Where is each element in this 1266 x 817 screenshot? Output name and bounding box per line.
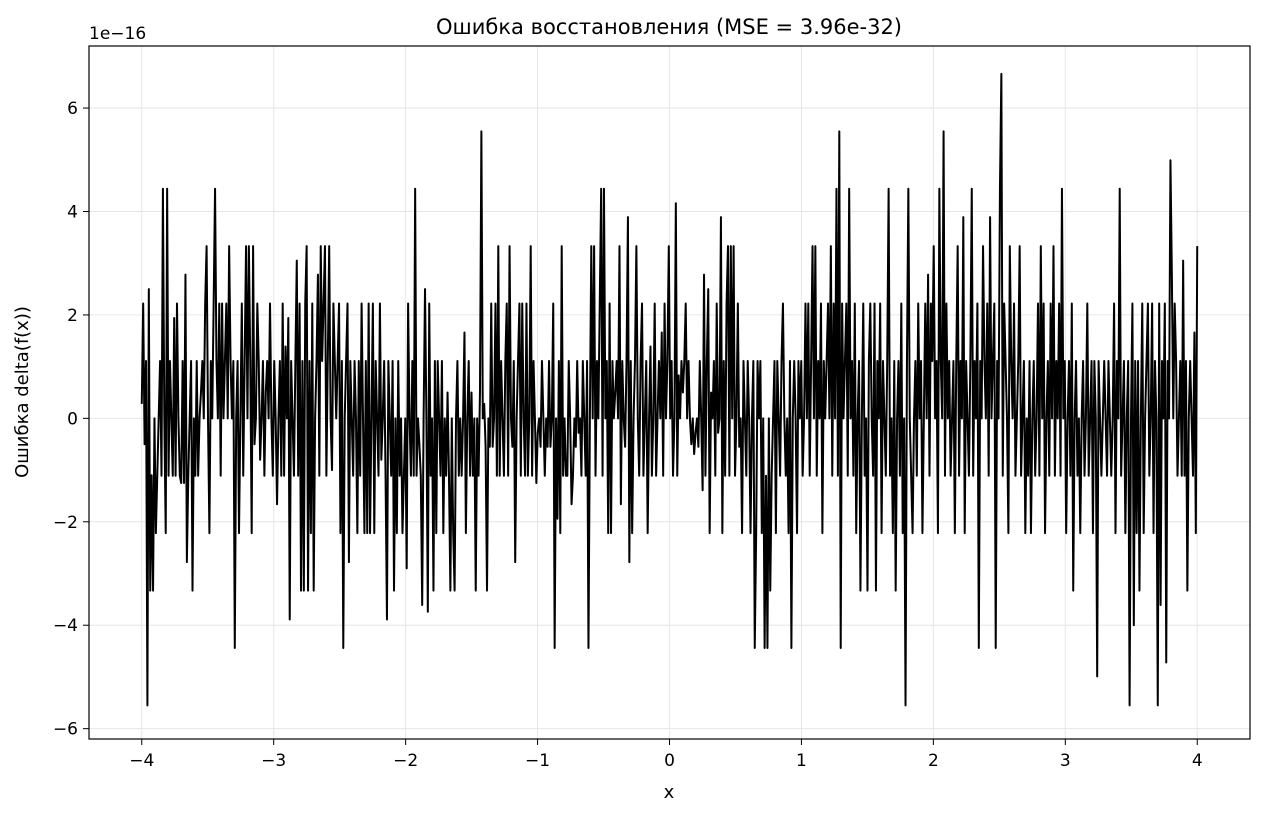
y-axis-label: Ошибка delta(f(x))	[12, 306, 33, 478]
x-axis-label: x	[664, 782, 675, 803]
y-offset-label: 1e−16	[89, 24, 146, 44]
x-tick-label: 1	[796, 751, 807, 771]
x-tick-label: 3	[1060, 751, 1071, 771]
y-tick-label: −4	[53, 616, 78, 636]
y-tick-label: 2	[67, 306, 78, 326]
x-tick-label: −2	[393, 751, 418, 771]
x-tick-label: 2	[928, 751, 939, 771]
series-line	[140, 72, 1199, 707]
y-tick-label: −2	[53, 513, 78, 533]
x-tick-label: 0	[664, 751, 675, 771]
x-tick-label: −4	[129, 751, 154, 771]
series-layer	[140, 72, 1199, 707]
y-tick-label: 0	[67, 409, 78, 429]
y-tick-label: 6	[67, 99, 78, 119]
x-axis: −4 −3 −2 −1 0 1 2 3 4	[129, 739, 1203, 771]
y-tick-label: 4	[67, 202, 78, 222]
x-tick-label: −3	[261, 751, 286, 771]
x-tick-label: −1	[525, 751, 550, 771]
y-axis: −6 −4 −2 0 2 4 6	[53, 99, 89, 740]
y-tick-label: −6	[53, 720, 78, 740]
x-tick-label: 4	[1192, 751, 1203, 771]
chart-title: Ошибка восстановления (MSE = 3.96e-32)	[436, 15, 902, 39]
